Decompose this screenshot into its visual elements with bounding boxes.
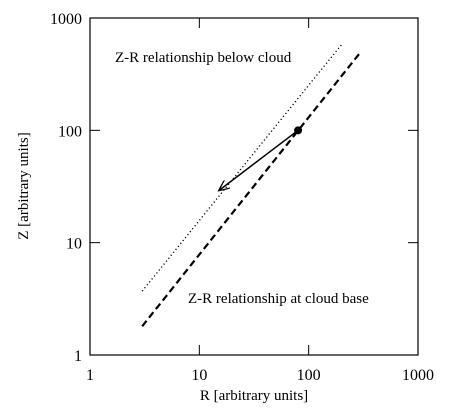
y-axis-label: Z [arbitrary units] <box>16 132 32 239</box>
y-tick-label: 10 <box>66 236 82 253</box>
y-tick-label: 100 <box>58 123 82 140</box>
x-axis-label: R [arbitrary units] <box>200 388 308 404</box>
arrow <box>219 129 299 190</box>
point <box>294 126 303 135</box>
x-tick-label: 1 <box>86 367 94 384</box>
annotation: Z-R relationship below cloud <box>115 50 292 66</box>
plot-frame <box>89 17 419 356</box>
series-line <box>141 51 362 328</box>
series-line <box>141 44 343 292</box>
x-tick-label: 100 <box>297 367 321 384</box>
x-tick-label: 10 <box>191 367 207 384</box>
annotation: Z-R relationship at cloud base <box>188 291 369 307</box>
x-tick-label: 1000 <box>402 367 434 384</box>
y-tick-label: 1000 <box>50 11 82 28</box>
y-tick-label: 1 <box>74 348 82 365</box>
